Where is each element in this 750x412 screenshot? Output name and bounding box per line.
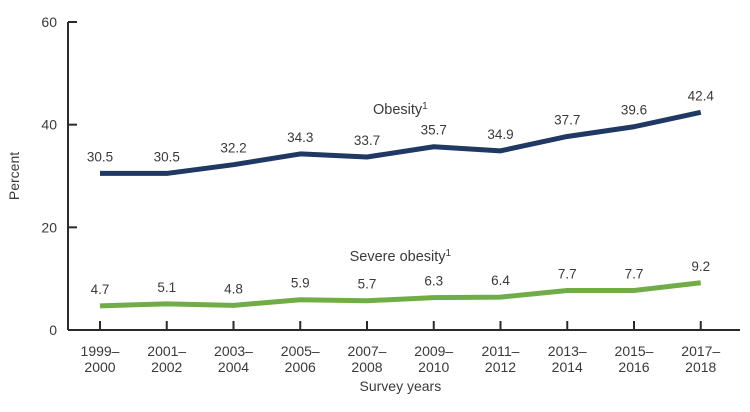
value-label-obesity: 30.5 xyxy=(154,149,180,164)
x-tick-label: 1999– 2000 xyxy=(81,343,120,375)
value-label-severe-obesity: 7.7 xyxy=(625,266,644,281)
y-tick-label: 40 xyxy=(41,117,57,133)
value-label-obesity: 37.7 xyxy=(554,112,580,127)
y-tick-label: 60 xyxy=(41,14,57,30)
value-label-severe-obesity: 6.3 xyxy=(424,274,443,289)
x-tick-label: 2001– 2002 xyxy=(147,343,186,375)
value-label-severe-obesity: 4.7 xyxy=(91,282,110,297)
series-line-severe-obesity xyxy=(99,280,702,309)
series-label-severe-obesity: Severe obesity1 xyxy=(350,248,452,265)
x-tick-label: 2007– 2008 xyxy=(348,343,387,375)
value-label-obesity: 30.5 xyxy=(87,149,113,164)
value-label-severe-obesity: 9.2 xyxy=(691,259,710,274)
value-label-obesity: 34.3 xyxy=(287,130,313,145)
x-tick-label: 2017– 2018 xyxy=(681,343,720,375)
value-label-severe-obesity: 7.7 xyxy=(558,266,577,281)
value-label-severe-obesity: 6.4 xyxy=(491,273,510,288)
x-tick-label: 2003– 2004 xyxy=(214,343,253,375)
series-label-obesity: Obesity1 xyxy=(373,101,428,118)
x-tick-label: 2011– 2012 xyxy=(482,343,520,375)
y-tick-label: 0 xyxy=(49,322,57,338)
x-tick-label: 2005– 2006 xyxy=(281,343,320,375)
x-tick-label: 2009– 2010 xyxy=(414,343,453,375)
value-label-obesity: 34.9 xyxy=(487,127,513,142)
series-line-obesity xyxy=(100,109,702,176)
value-label-obesity: 39.6 xyxy=(621,103,647,118)
value-label-severe-obesity: 5.7 xyxy=(358,277,377,292)
y-tick-label: 20 xyxy=(41,219,57,235)
value-label-severe-obesity: 5.1 xyxy=(157,280,176,295)
x-tick-label: 2015– 2016 xyxy=(615,343,654,375)
value-label-obesity: 42.4 xyxy=(688,88,715,103)
value-label-severe-obesity: 4.8 xyxy=(224,281,243,296)
value-label-obesity: 35.7 xyxy=(421,123,447,138)
value-label-obesity: 33.7 xyxy=(354,133,380,148)
x-tick-label: 2013– 2014 xyxy=(548,343,587,375)
value-label-obesity: 32.2 xyxy=(220,141,246,156)
value-label-severe-obesity: 5.9 xyxy=(291,276,310,291)
y-axis-title: Percent xyxy=(6,152,22,200)
x-axis-title: Survey years xyxy=(360,378,442,394)
